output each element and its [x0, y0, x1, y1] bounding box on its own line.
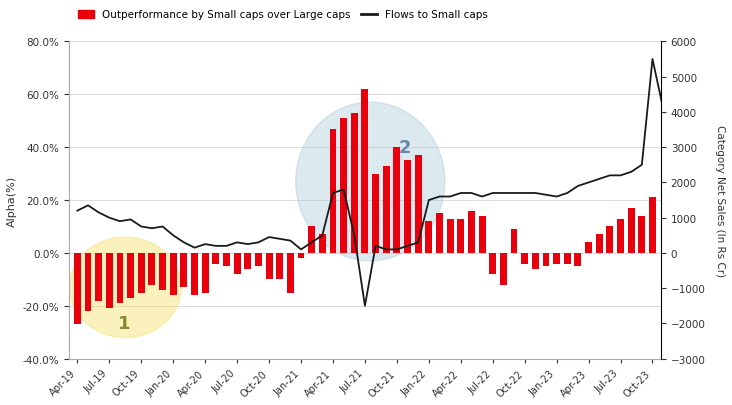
Bar: [116, 253, 124, 303]
Bar: [447, 219, 454, 253]
Bar: [159, 253, 166, 290]
Bar: [149, 253, 155, 285]
Y-axis label: Category Net Sales (In Rs Cr): Category Net Sales (In Rs Cr): [715, 125, 725, 277]
Bar: [351, 113, 358, 253]
Bar: [74, 253, 81, 324]
Bar: [542, 253, 550, 266]
Bar: [415, 156, 422, 253]
Bar: [383, 166, 389, 253]
Bar: [649, 198, 656, 253]
Text: 1: 1: [118, 315, 130, 333]
Bar: [489, 253, 496, 275]
Bar: [553, 253, 560, 264]
Bar: [223, 253, 230, 266]
Bar: [404, 161, 411, 253]
Bar: [372, 174, 379, 253]
Bar: [436, 214, 443, 253]
Bar: [468, 211, 475, 253]
Bar: [255, 253, 262, 266]
Bar: [298, 253, 305, 258]
Legend: Outperformance by Small caps over Large caps, Flows to Small caps: Outperformance by Small caps over Large …: [74, 6, 492, 25]
Text: 2: 2: [399, 139, 411, 157]
Bar: [521, 253, 529, 264]
Bar: [564, 253, 571, 264]
Ellipse shape: [296, 103, 445, 261]
Bar: [532, 253, 539, 269]
Bar: [628, 209, 635, 253]
Bar: [585, 243, 592, 253]
Bar: [276, 253, 283, 280]
Bar: [191, 253, 198, 296]
Bar: [308, 227, 315, 253]
Ellipse shape: [70, 237, 182, 338]
Bar: [287, 253, 294, 293]
Bar: [362, 90, 368, 253]
Bar: [266, 253, 272, 280]
Bar: [425, 222, 433, 253]
Bar: [575, 253, 581, 266]
Bar: [319, 235, 326, 253]
Bar: [596, 235, 602, 253]
Bar: [606, 227, 613, 253]
Bar: [180, 253, 187, 288]
Bar: [244, 253, 251, 269]
Bar: [170, 253, 176, 296]
Bar: [138, 253, 145, 293]
Bar: [458, 219, 464, 253]
Bar: [479, 216, 485, 253]
Bar: [500, 253, 507, 285]
Bar: [329, 129, 337, 253]
Bar: [85, 253, 92, 311]
Bar: [202, 253, 209, 293]
Bar: [234, 253, 241, 275]
Bar: [617, 219, 624, 253]
Bar: [127, 253, 134, 298]
Bar: [95, 253, 102, 301]
Bar: [511, 230, 518, 253]
Bar: [638, 216, 646, 253]
Bar: [106, 253, 113, 309]
Bar: [340, 119, 347, 253]
Y-axis label: Alpha(%): Alpha(%): [7, 175, 17, 226]
Bar: [212, 253, 220, 264]
Bar: [393, 148, 400, 253]
